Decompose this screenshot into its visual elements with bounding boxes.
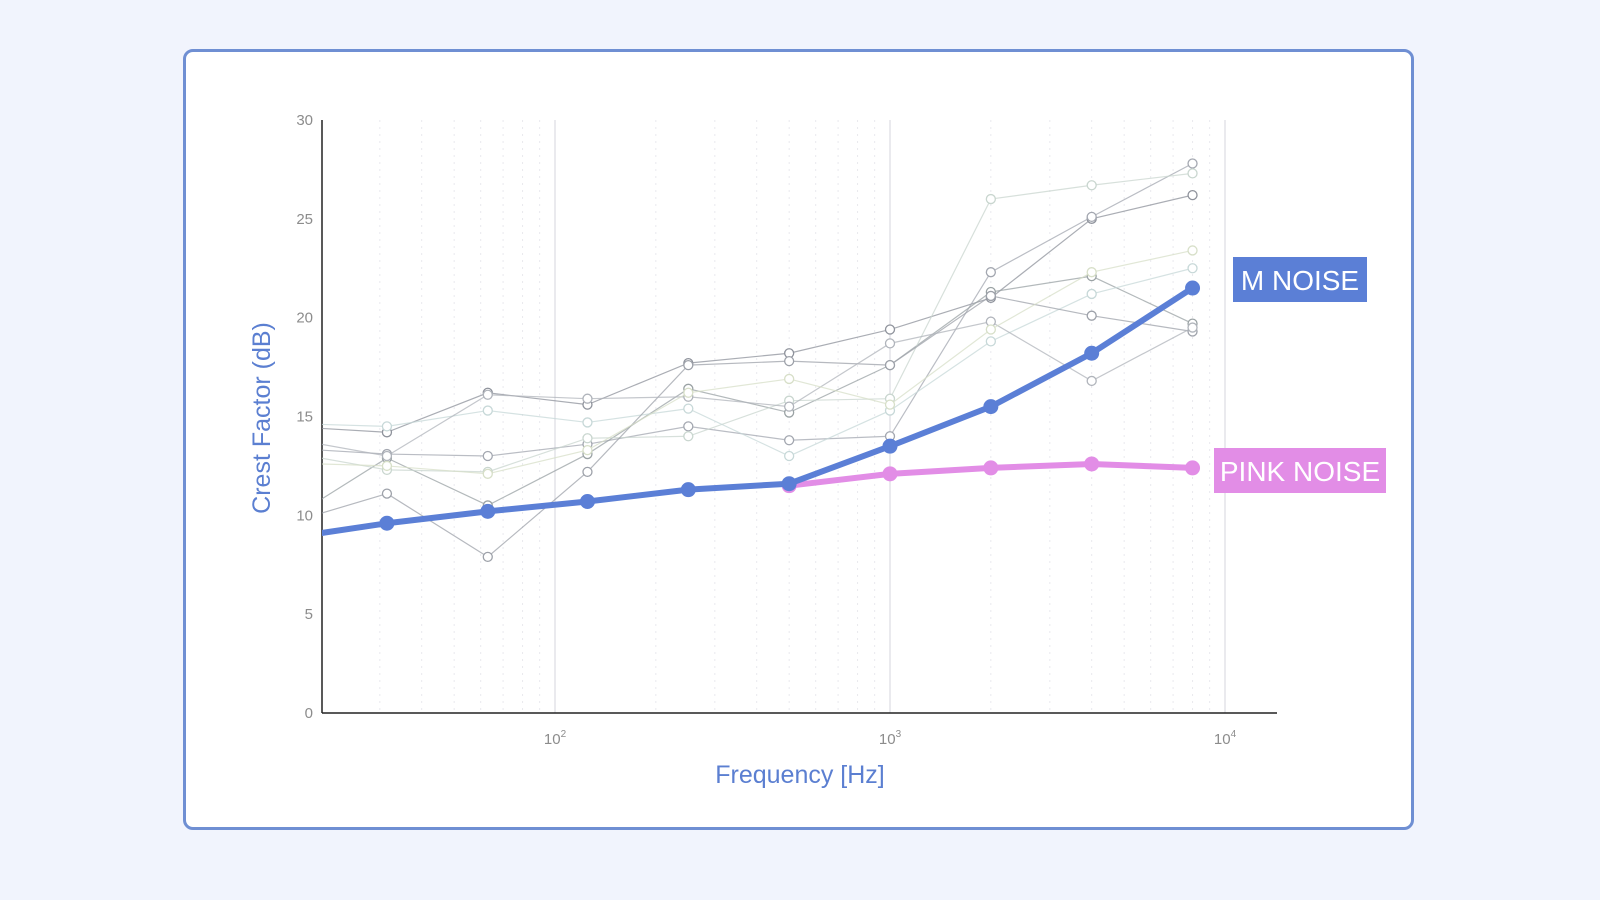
legend-m-noise-label: M NOISE [1241,265,1359,296]
legend-m-noise-box [1233,257,1367,302]
background-series-point [1086,310,1097,321]
background-series-point [582,466,593,477]
background-series-line [322,320,1193,457]
y-tick-label: 5 [305,606,313,623]
background-series-point [381,488,393,499]
pink-noise-point [882,466,898,482]
background-series-point [1086,288,1097,300]
background-series-point [683,421,694,432]
background-series [322,158,1198,562]
background-series-point [1187,263,1198,274]
background-series-line [322,275,1193,507]
background-series-point [683,403,694,414]
background-series-point [784,401,795,412]
background-series-point [1086,267,1097,278]
background-series-point [482,468,493,479]
background-series-point [1187,245,1198,256]
background-series-point [1086,180,1097,191]
background-series-line [322,194,1193,433]
background-series-line [322,162,1193,457]
pink-noise-point [983,460,999,476]
y-axis-title: Crest Factor (dB) [248,322,276,514]
background-series-point [985,267,996,278]
y-tick-label: 0 [305,705,313,722]
background-series-point [985,193,996,205]
background-series-point [1086,211,1097,223]
y-tick-label: 30 [296,112,313,129]
background-series-point [381,460,393,472]
background-series-point [683,387,694,398]
tick-labels: 0 5 10 15 20 25 30 102 103 104 [296,112,1236,748]
m-noise-point [680,482,696,498]
y-tick-label: 15 [296,409,313,426]
m-noise-point [480,503,496,519]
x-tick-label: 104 [1214,729,1237,748]
x-tick-label: 102 [544,729,567,748]
background-series-point [482,450,493,462]
m-noise-point [1084,345,1100,361]
m-noise-point [781,476,797,492]
m-noise-point [579,493,595,509]
background-series-point [884,359,896,371]
background-series-point [683,359,694,371]
m-noise-point [983,399,999,415]
y-tick-label: 25 [296,211,313,228]
grid [379,120,1226,713]
m-noise-point [379,515,395,531]
background-series-point [582,417,593,428]
pink-noise-point [1084,456,1100,472]
x-axis-title: Frequency [Hz] [715,761,885,789]
m-noise-point [1185,280,1201,296]
m-noise-point [882,438,898,454]
background-series-point [884,338,896,349]
background-series-point [582,433,593,444]
background-series-line [322,172,1193,473]
background-series-point [381,421,393,432]
background-series-point [683,431,694,442]
background-series-point [985,324,996,335]
legend-pink-noise: PINK NOISE [1214,448,1386,493]
background-series-point [985,290,996,302]
background-series-line [322,295,1193,558]
main-series [322,280,1201,536]
background-series-point [784,373,795,385]
background-series-point [884,399,896,410]
background-series-line [322,249,1193,475]
legend-pink-noise-label: PINK NOISE [1220,456,1380,487]
m-noise-line [322,285,1196,536]
background-series-point [985,336,996,347]
background-series-point [1187,189,1198,201]
background-series-point [784,356,795,367]
background-series-point [1187,322,1198,333]
background-series-point [482,389,493,400]
background-series-point [884,324,896,335]
background-series-point [482,551,493,562]
y-tick-label: 20 [296,310,313,327]
background-series-point [784,450,795,462]
x-tick-label: 103 [879,729,902,748]
axes [321,120,1277,714]
pink-noise-point [1185,460,1201,476]
background-series-point [1086,375,1097,387]
background-series-line [322,267,1193,457]
background-series-point [582,393,593,404]
background-series-point [784,435,795,446]
legend-m-noise: M NOISE [1233,257,1367,302]
y-tick-label: 10 [296,507,313,524]
background-series-point [582,444,593,456]
background-series-point [482,405,493,416]
background-series-point [1187,168,1198,179]
legend-pink-noise-box [1214,448,1386,493]
background-series-point [1187,158,1198,169]
background-series-point [381,450,393,462]
